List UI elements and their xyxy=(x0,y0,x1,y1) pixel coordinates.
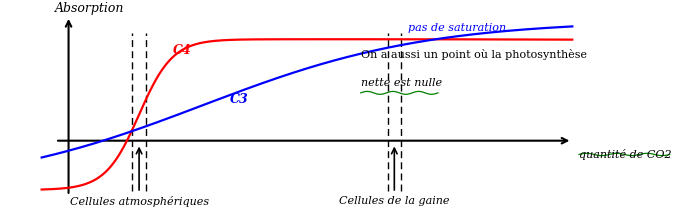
Text: quantité de CO2: quantité de CO2 xyxy=(579,149,672,160)
Text: Cellules de la gaine: Cellules de la gaine xyxy=(339,196,450,206)
Text: C4: C4 xyxy=(173,44,192,57)
Text: pas de saturation: pas de saturation xyxy=(408,23,506,33)
Text: nette est nulle: nette est nulle xyxy=(361,78,442,88)
Text: Absorption: Absorption xyxy=(55,2,125,15)
Text: On a aussi un point où la photosynthèse: On a aussi un point où la photosynthèse xyxy=(361,49,587,60)
Text: C3: C3 xyxy=(230,93,248,106)
Text: Cellules atmosphériques: Cellules atmosphériques xyxy=(69,196,209,207)
